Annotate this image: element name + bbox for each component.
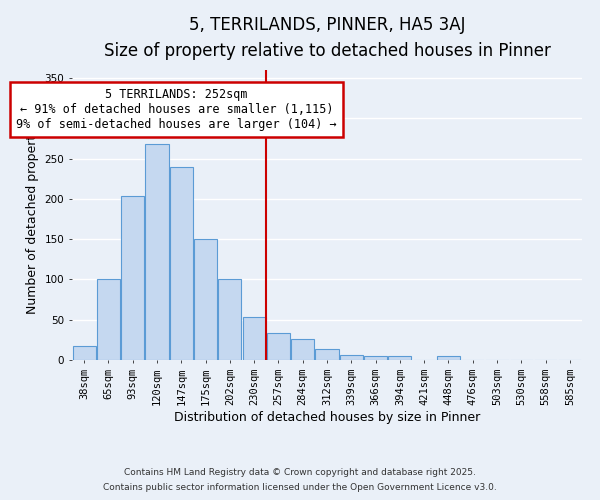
Text: 5 TERRILANDS: 252sqm
← 91% of detached houses are smaller (1,115)
9% of semi-det: 5 TERRILANDS: 252sqm ← 91% of detached h… <box>16 88 337 130</box>
Bar <box>73 346 95 360</box>
Bar <box>364 356 387 360</box>
Bar <box>218 280 241 360</box>
Bar <box>242 318 266 360</box>
Bar <box>388 356 412 360</box>
Bar <box>267 334 290 360</box>
Bar <box>145 144 169 360</box>
Bar <box>121 196 144 360</box>
Y-axis label: Number of detached properties: Number of detached properties <box>26 116 39 314</box>
Bar <box>437 356 460 360</box>
Bar <box>97 278 120 360</box>
Bar <box>340 355 363 360</box>
Bar <box>194 239 217 360</box>
Title: 5, TERRILANDS, PINNER, HA5 3AJ
Size of property relative to detached houses in P: 5, TERRILANDS, PINNER, HA5 3AJ Size of p… <box>104 16 550 60</box>
X-axis label: Distribution of detached houses by size in Pinner: Distribution of detached houses by size … <box>174 410 480 424</box>
Text: Contains public sector information licensed under the Open Government Licence v3: Contains public sector information licen… <box>103 483 497 492</box>
Text: Contains HM Land Registry data © Crown copyright and database right 2025.: Contains HM Land Registry data © Crown c… <box>124 468 476 477</box>
Bar <box>291 339 314 360</box>
Bar <box>316 348 338 360</box>
Bar <box>170 166 193 360</box>
